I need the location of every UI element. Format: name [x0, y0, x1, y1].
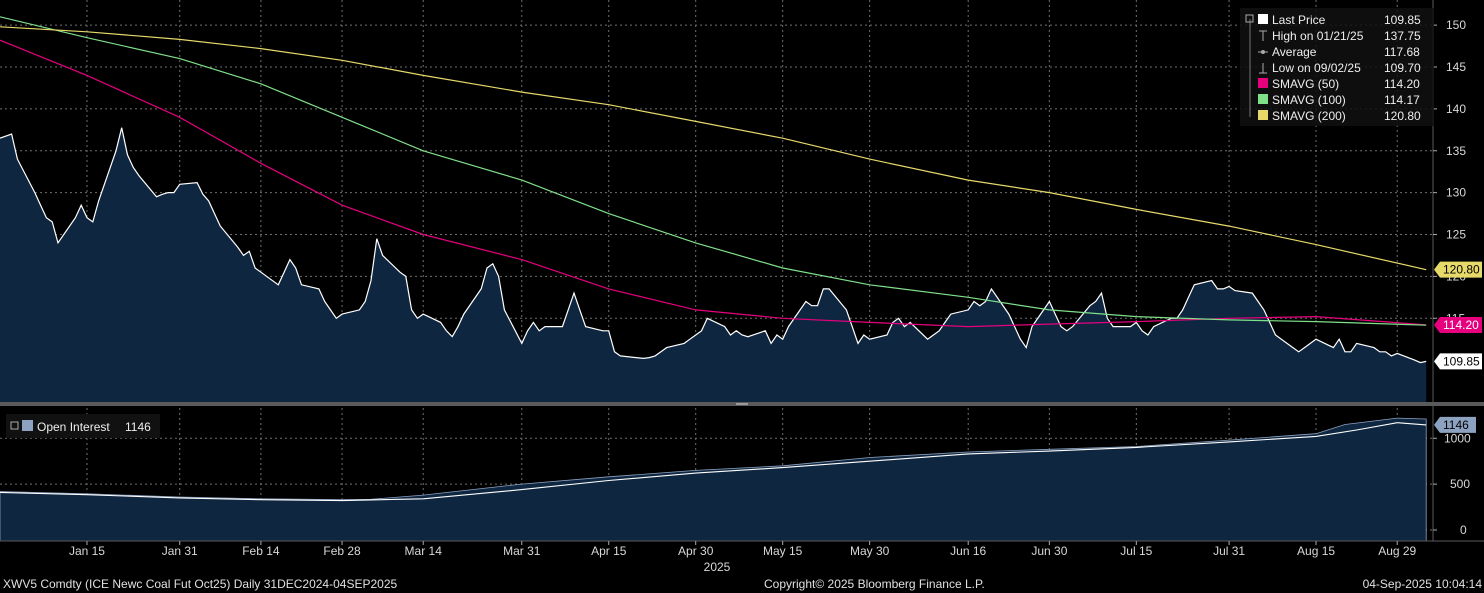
price-area: [0, 127, 1427, 402]
y-tick-label-145: 145: [1446, 60, 1466, 74]
y-tick-label-125: 125: [1446, 228, 1466, 242]
value-tag-114.20: 114.20: [1434, 316, 1482, 333]
x-tick-label-Apr 30: Apr 30: [678, 544, 714, 558]
y-tick-label-135: 135: [1446, 144, 1466, 158]
value-tag-text: 114.20: [1443, 318, 1479, 332]
last-price-line: [0, 127, 1427, 364]
value-tag-bg: [1434, 353, 1482, 370]
open-interest-area: [0, 417, 1427, 542]
x-tick-label-Mar 31: Mar 31: [503, 544, 541, 558]
x-axis: Jan 15 Jan 31 Feb 14 Feb 28 Mar 14 Mar 31 Apr …: [69, 541, 1417, 574]
legend-value: 109.70: [1384, 61, 1421, 75]
legend-low-icon: [1259, 63, 1267, 74]
legend-row-1: High on 01/21/25 137.75: [1259, 29, 1421, 43]
value-tag-text: 109.85: [1443, 354, 1480, 368]
x-year-label: 2025: [704, 560, 731, 574]
y-tick-label-150: 150: [1446, 18, 1466, 32]
x-tick-label-Feb 14: Feb 14: [242, 544, 280, 558]
oi-legend-value: 1146: [125, 420, 151, 434]
legend-value: 137.75: [1384, 29, 1421, 43]
panel-resize-handle[interactable]: [736, 403, 748, 405]
oi-y-tick-label-1000: 1000: [1444, 431, 1471, 445]
x-tick-label-Feb 28: Feb 28: [323, 544, 361, 558]
x-tick-label-Apr 15: Apr 15: [591, 544, 627, 558]
value-tag-text: 120.80: [1443, 263, 1480, 277]
value-tag-109.85: 109.85: [1434, 353, 1482, 370]
legend-label: High on 01/21/25: [1272, 29, 1364, 43]
footer-timestamp: 04-Sep-2025 10:04:14: [1362, 577, 1482, 591]
legend-collapse-icon[interactable]: [1245, 14, 1254, 23]
x-tick-label-Jan 15: Jan 15: [69, 544, 105, 558]
oi-legend-swatch: [22, 420, 33, 431]
footer-ticker: XWV5 Comdty (ICE Newc Coal Fut Oct25) Da…: [3, 577, 398, 591]
price-legend-bg: [1240, 8, 1434, 126]
legend-row-3: Low on 09/02/25 109.70: [1259, 61, 1421, 75]
value-tag-bg: [1434, 261, 1482, 278]
footer-copyright: Copyright© 2025 Bloomberg Finance L.P.: [764, 577, 985, 591]
value-tag-bg: [1434, 416, 1476, 433]
y-tick-label-140: 140: [1446, 102, 1466, 116]
oi-y-tick-label-500: 500: [1450, 477, 1470, 491]
oi-legend: Open Interest 1146: [6, 414, 160, 438]
x-tick-label-Jan 31: Jan 31: [162, 544, 198, 558]
legend-row-5: SMAVG (100) 114.17: [1258, 93, 1420, 107]
legend-label: Average: [1272, 45, 1317, 59]
legend-label: Low on 09/02/25: [1272, 61, 1361, 75]
legend-swatch: [1258, 78, 1268, 88]
value-tag-bg: [1434, 316, 1482, 333]
legend-row-2: Average 117.68: [1258, 45, 1420, 59]
legend-high-icon: [1259, 30, 1267, 41]
x-tick-label-May 30: May 30: [850, 544, 890, 558]
legend-swatch: [1258, 14, 1268, 24]
oi-legend-label: Open Interest: [37, 420, 110, 434]
legend-value: 114.20: [1384, 77, 1420, 91]
x-tick-label-May 15: May 15: [763, 544, 803, 558]
legend-average-dot: [1261, 50, 1265, 54]
footer-bar: XWV5 Comdty (ICE Newc Coal Fut Oct25) Da…: [0, 575, 1484, 593]
legend-swatch: [1258, 94, 1268, 104]
legend-value: 120.80: [1384, 109, 1421, 123]
legend-row-0: Last Price 109.85: [1258, 13, 1421, 27]
legend-row-6: SMAVG (200) 120.80: [1258, 109, 1421, 123]
price-legend: Last Price 109.85 High on 01/21/25 137.75 Av…: [1240, 8, 1434, 126]
value-tag-120.80: 120.80: [1434, 261, 1482, 278]
open-interest-line: [0, 422, 1427, 502]
x-tick-label-Jul 15: Jul 15: [1120, 544, 1152, 558]
sma100-line: [0, 16, 1427, 326]
x-tick-label-Jun 30: Jun 30: [1031, 544, 1067, 558]
legend-label: SMAVG (100): [1272, 93, 1346, 107]
legend-label: SMAVG (200): [1272, 109, 1346, 123]
value-tag-text: 1146: [1443, 418, 1469, 432]
oi-legend-expand-icon[interactable]: [10, 421, 19, 430]
x-tick-label-Jun 16: Jun 16: [950, 544, 986, 558]
x-tick-label-Mar 14: Mar 14: [405, 544, 443, 558]
chart-canvas: 15014514013513012512011510005000120.8011…: [0, 0, 1484, 575]
sma200-line: [0, 26, 1427, 271]
y-tick-label-130: 130: [1446, 186, 1466, 200]
oi-y-tick-label-0: 0: [1460, 523, 1467, 537]
sma50-line: [0, 39, 1427, 328]
legend-value: 114.17: [1384, 93, 1420, 107]
legend-label: SMAVG (50): [1272, 77, 1339, 91]
x-tick-label-Aug 15: Aug 15: [1297, 544, 1335, 558]
legend-value: 117.68: [1384, 45, 1420, 59]
legend-label: Last Price: [1272, 13, 1326, 27]
legend-row-4: SMAVG (50) 114.20: [1258, 77, 1420, 91]
legend-swatch: [1258, 110, 1268, 120]
value-tag-1146: 1146: [1434, 416, 1476, 433]
x-tick-label-Aug 29: Aug 29: [1378, 544, 1416, 558]
legend-value: 109.85: [1384, 13, 1421, 27]
x-tick-label-Jul 31: Jul 31: [1213, 544, 1245, 558]
